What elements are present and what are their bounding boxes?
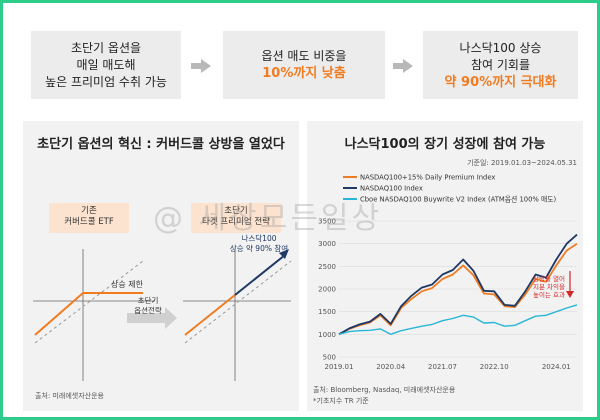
participation-label-1: 나스닥100 <box>241 233 276 243</box>
tag-existing-etf: 기존 커버드콜 ETF <box>49 203 129 233</box>
left-diagram-covered-call-line <box>34 292 143 336</box>
legend-label-1: NASDAQ100 Index <box>360 185 423 193</box>
annotation-line3: 높이는 효과 <box>533 290 565 299</box>
x-tick-label-4: 2024.01 <box>542 363 571 371</box>
flow-box-sell-ratio-highlight: 10%까지 낮춤 <box>262 66 346 81</box>
x-tick-label-1: 2020.04 <box>376 363 405 371</box>
growth-line-chart: 기준일: 2019.01.03~2024.05.31 500 1000 1500 20… <box>318 158 578 371</box>
legend-label-0: NASDAQ100+15% Daily Premium Index <box>360 174 495 182</box>
right-panel-title: 나스닥100의 장기 성장에 참여 가능 <box>344 137 546 152</box>
left-source: 출처: 미래에셋자산운용 <box>35 392 104 400</box>
left-panel: 초단기 옵션의 혁신 : 커버드콜 상방을 열었다 기존 커버드콜 ETF 초단… <box>23 121 299 411</box>
annotation-line2: 지분 차익을 <box>533 282 565 291</box>
series-line-1 <box>338 233 578 336</box>
x-tick-label-2: 2021.07 <box>428 363 457 371</box>
legend-label-2: Cboe NASDAQ100 Buywrite V2 Index (ATM옵션 … <box>360 195 557 204</box>
strategy-arrow-icon <box>165 307 177 329</box>
y-tick-label-5: 3000 <box>318 240 336 248</box>
flow-box-sell-ratio-line1: 옵션 매도 비중을 <box>261 49 347 63</box>
chart-legend: NASDAQ100+15% Daily Premium Index NASDAQ1… <box>343 174 557 204</box>
flow-arrow-1-icon <box>201 59 211 73</box>
tag-new-line2: 타겟 프리미엄 전략 <box>202 217 270 227</box>
chart-grid <box>339 220 577 358</box>
y-tick-label-0: 500 <box>323 354 336 362</box>
participation-label-2: 상승 약 90% 참여 <box>230 243 288 253</box>
annotation-arrowhead-icon <box>566 291 574 298</box>
flow-box-participation-line1: 나스닥100 상승 <box>459 40 542 55</box>
chart-period: 기준일: 2019.01.03~2024.05.31 <box>467 158 577 167</box>
left-panel-title: 초단기 옵션의 혁신 : 커버드콜 상방을 열었다 <box>37 137 285 152</box>
flow-box-sell-ratio: 옵션 매도 비중을 10%까지 낮춤 <box>223 31 385 99</box>
series-line-2 <box>338 304 578 336</box>
tag-existing-line2: 커버드콜 ETF <box>64 217 114 227</box>
flow-arrow-2-stem <box>393 63 403 69</box>
right-diagram-strategy-lower-line <box>184 294 236 336</box>
tag-new-strategy: 초단기 타겟 프리미엄 전략 <box>191 203 281 233</box>
chart-y-ticks: 500 1000 1500 2000 2500 3000 3500 <box>318 218 336 362</box>
y-tick-label-4: 2500 <box>318 263 336 271</box>
y-tick-label-3: 2000 <box>318 286 336 294</box>
right-diagram-arrowhead-icon <box>279 249 289 259</box>
tag-existing-line1: 기존 <box>81 206 97 216</box>
cap-label: 상승 제한 <box>111 279 144 289</box>
right-source-1: 출처: Bloomberg, Nasdaq, 미래에셋자산운용 <box>313 386 456 394</box>
right-panel: 나스닥100의 장기 성장에 참여 가능 기준일: 2019.01.03~202… <box>307 121 583 411</box>
flow-box-participation-highlight: 약 90%까지 극대화 <box>444 74 557 90</box>
flow-box-premium-line3: 높은 프리미엄 수취 가능 <box>45 74 167 89</box>
tag-new-line1: 초단기 <box>224 206 248 216</box>
chart-series <box>338 233 578 336</box>
flow-arrow-1-stem <box>191 63 201 69</box>
flow-box-premium-line2: 매일 매도해 <box>76 57 136 72</box>
series-line-0 <box>338 242 578 336</box>
flow-box-participation-line2: 참여 기회를 <box>470 57 530 72</box>
flow-box-participation: 나스닥100 상승 참여 기회를 약 90%까지 극대화 <box>423 31 578 99</box>
strategy-arrow-label-2: 옵션전략 <box>134 305 162 315</box>
strategy-arrow-stem <box>127 313 165 323</box>
y-tick-label-1: 1000 <box>318 331 336 339</box>
right-source-2: *기초지수 TR 기준 <box>313 397 369 405</box>
y-tick-label-6: 3500 <box>318 218 336 226</box>
y-tick-label-2: 1500 <box>318 308 336 316</box>
annotation-line1: 상방을 열어 <box>533 274 565 283</box>
flow-box-premium-line1: 초단기 옵션을 <box>70 40 142 55</box>
flow-arrow-2-icon <box>403 59 413 73</box>
right-diagram-underlying-line <box>184 260 292 344</box>
right-diagram-strategy-upper-line <box>234 254 286 296</box>
x-tick-label-3: 2022.10 <box>480 363 509 371</box>
chart-x-ticks: 2019.01 2020.04 2021.07 2022.10 2024.01 <box>325 363 571 371</box>
strategy-arrow-label-1: 초단기 <box>138 295 159 305</box>
flow-box-premium: 초단기 옵션을 매일 매도해 높은 프리미엄 수취 가능 <box>31 31 181 99</box>
x-tick-label-0: 2019.01 <box>325 363 354 371</box>
left-diagram-underlying-line <box>34 260 144 344</box>
payoff-diagrams: 상승 제한 초단기 옵션전략 나스닥100 상승 약 90% 참여 <box>33 233 292 381</box>
